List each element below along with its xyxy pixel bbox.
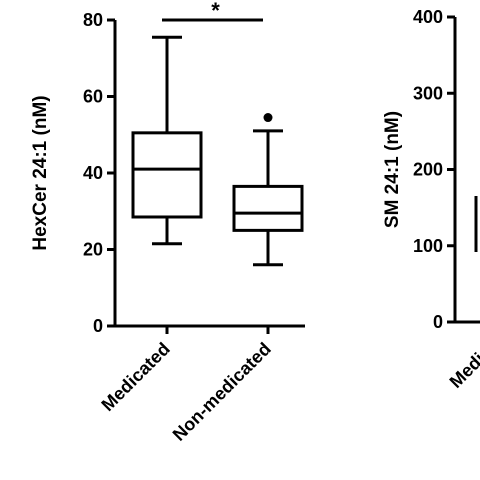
significance-marker: * xyxy=(211,0,220,23)
y-tick-label: 300 xyxy=(413,83,443,103)
box xyxy=(131,131,203,219)
x-category-label: Medicated xyxy=(97,339,173,415)
y-tick-label: 40 xyxy=(83,163,103,183)
outlier-point xyxy=(263,113,273,123)
y-tick-label: 60 xyxy=(83,87,103,107)
x-category-label: Medica xyxy=(446,334,480,392)
y-axis-title: HexCer 24:1 (nM) xyxy=(30,95,51,250)
hexcer-panel: 0 20 40 60 80 HexCer 24:1 (nM) MedicatedNon-me… xyxy=(30,0,305,445)
y-tick-label: 200 xyxy=(413,160,443,180)
y-tick-label: 100 xyxy=(413,236,443,256)
y-tick-label: 20 xyxy=(83,240,103,260)
y-tick-label: 400 xyxy=(413,7,443,27)
sm-panel: 0 100 200 300 400 SM 24:1 (nM) Medica xyxy=(382,7,480,392)
box xyxy=(232,184,304,232)
x-category-label: Non-medicated xyxy=(169,339,275,445)
y-tick-label: 80 xyxy=(83,10,103,30)
y-tick-label: 0 xyxy=(93,316,103,336)
y-tick-label: 0 xyxy=(433,312,443,332)
y-axis-title: SM 24:1 (nM) xyxy=(382,111,403,228)
